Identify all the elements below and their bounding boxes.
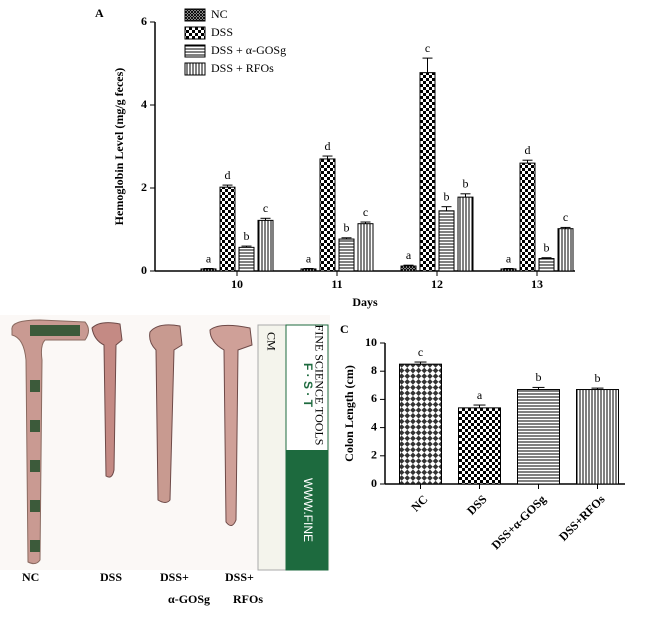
photo-label: RFOs	[233, 592, 263, 606]
significance-label: d	[525, 143, 531, 157]
y-tick-label: 4	[141, 97, 147, 111]
photo: F · S · T FINE SCIENCE TOOLS WWW.FINE CM	[0, 315, 330, 571]
ruler-label-green	[286, 450, 328, 570]
y-tick-label: 6	[371, 391, 377, 405]
colon-rfos	[209, 324, 253, 526]
bar	[458, 407, 501, 485]
photo-label: DSS+	[160, 570, 189, 584]
y-axis-label: Colon Length (cm)	[342, 365, 356, 462]
x-axis-label: Days	[352, 295, 378, 309]
significance-label: b	[536, 370, 542, 384]
bar	[517, 389, 560, 485]
legend-swatch	[184, 26, 206, 40]
significance-label: b	[344, 221, 350, 235]
legend-swatch	[184, 44, 206, 58]
significance-label: d	[325, 139, 331, 153]
bar	[457, 196, 474, 272]
y-tick-label: 10	[365, 335, 377, 349]
photo-label: α-GOSg	[168, 592, 210, 606]
significance-label: b	[544, 240, 550, 254]
photo-label: DSS	[100, 570, 122, 584]
colon-gosg	[149, 324, 183, 503]
bar	[200, 268, 217, 272]
legend-label: DSS + α-GOSg	[211, 43, 286, 57]
panel-label: C	[340, 322, 349, 336]
x-tick-label: DSS+α-GOSg	[489, 492, 549, 552]
y-tick-label: 8	[371, 363, 377, 377]
bar	[538, 258, 555, 272]
significance-label: c	[425, 41, 430, 55]
bar	[519, 162, 536, 272]
legend-label: NC	[211, 7, 228, 21]
ruler-unit: CM	[264, 332, 278, 351]
bar	[419, 72, 436, 272]
bar	[576, 389, 619, 485]
y-tick-label: 2	[141, 180, 147, 194]
significance-label: b	[444, 189, 450, 203]
panel-label: A	[95, 6, 104, 20]
photo-label: DSS+	[225, 570, 254, 584]
bar	[257, 219, 274, 272]
bar	[319, 158, 336, 272]
ruler	[257, 324, 287, 571]
significance-label: b	[463, 177, 469, 191]
ruler-brand: FINE SCIENCE TOOLS	[312, 325, 326, 446]
bar	[238, 246, 255, 272]
y-tick-label: 6	[141, 14, 147, 28]
ruler-url: WWW.FINE	[301, 478, 315, 542]
significance-label: b	[244, 229, 250, 243]
x-tick-label: NC	[408, 492, 430, 514]
significance-label: c	[418, 345, 423, 359]
significance-label: a	[406, 248, 412, 262]
legend-swatch	[184, 62, 206, 76]
x-tick-label: DSS+RFOs	[556, 492, 608, 544]
significance-label: c	[263, 201, 268, 215]
legend-swatch	[184, 8, 206, 22]
significance-label: d	[225, 168, 231, 182]
x-tick-label: 12	[431, 277, 443, 291]
significance-label: a	[206, 251, 212, 265]
bar	[500, 268, 517, 272]
bar	[219, 186, 236, 272]
bar	[399, 363, 442, 485]
y-tick-label: 2	[371, 448, 377, 462]
significance-label: a	[477, 388, 483, 402]
legend-label: DSS + RFOs	[211, 61, 274, 75]
bar	[438, 210, 455, 272]
x-tick-label: 11	[331, 277, 342, 291]
y-tick-label: 0	[141, 263, 147, 277]
x-tick-label: DSS	[464, 492, 490, 518]
y-tick-label: 0	[371, 476, 377, 490]
significance-label: c	[363, 205, 368, 219]
x-tick-label: 10	[231, 277, 243, 291]
photo-label: NC	[22, 570, 39, 584]
bar	[338, 238, 355, 272]
bar	[300, 268, 317, 272]
significance-label: b	[595, 371, 601, 385]
legend-label: DSS	[211, 25, 233, 39]
y-axis-label: Hemoglobin Level (mg/g feces)	[112, 68, 126, 226]
bar	[357, 223, 374, 272]
significance-label: a	[506, 251, 512, 265]
colon-dss	[91, 322, 123, 478]
bar	[557, 228, 574, 272]
significance-label: c	[563, 210, 568, 224]
y-tick-label: 4	[371, 419, 377, 433]
ruler-logo: F · S · T	[301, 363, 315, 408]
bar	[400, 265, 417, 272]
x-tick-label: 13	[531, 277, 543, 291]
significance-label: a	[306, 251, 312, 265]
